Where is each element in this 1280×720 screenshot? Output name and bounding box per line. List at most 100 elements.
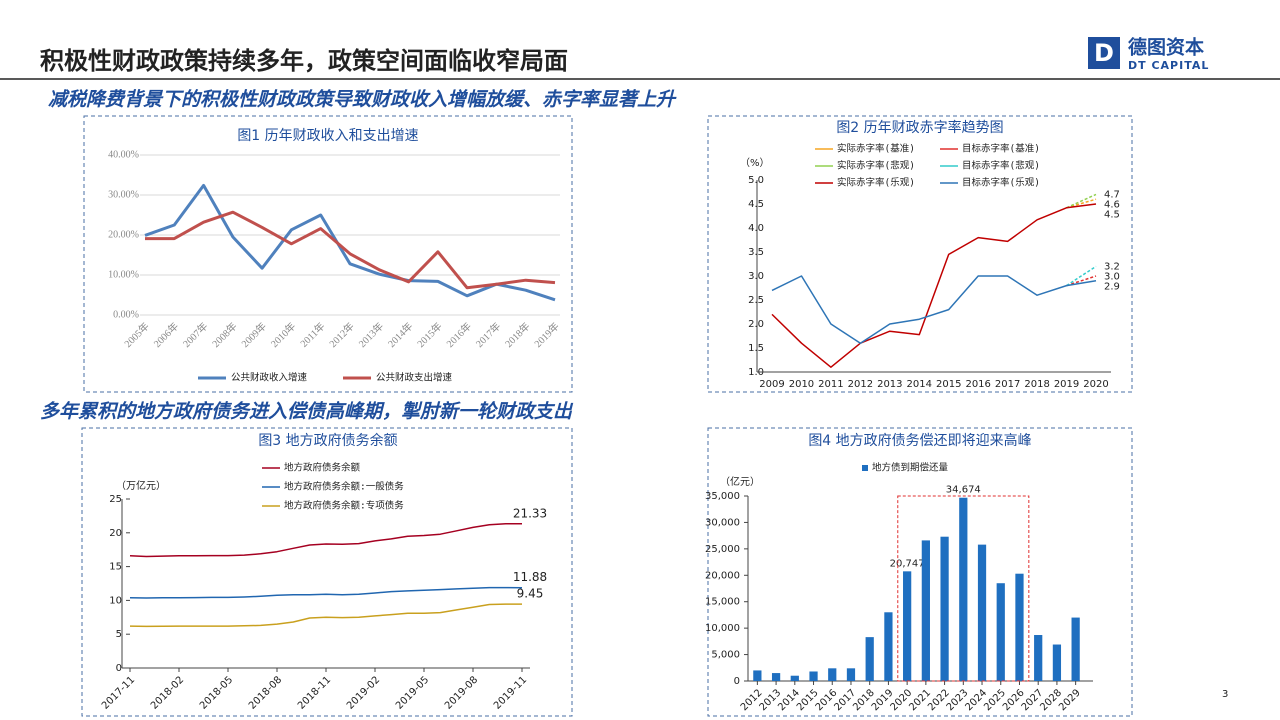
logo-en: DT CAPITAL (1128, 59, 1209, 72)
y-tick-label: 0 (116, 663, 122, 674)
x-tick-label: 2006年 (151, 320, 181, 350)
legend-label: 公共财政收入增速 (231, 372, 308, 384)
x-tick-label: 2015年 (414, 320, 444, 350)
chart-title: 图1 历年财政收入和支出增速 (237, 128, 418, 144)
y-tick-label: 30,000 (705, 517, 740, 528)
legend-label: 实际赤字率(基准) (837, 143, 915, 155)
y-tick-label: 20.00% (108, 229, 139, 240)
series-line (144, 183, 556, 302)
x-tick-label: 2012年 (326, 320, 356, 350)
data-label: 4.7 (1104, 189, 1120, 200)
y-tick-label: 20 (109, 528, 122, 539)
x-tick-label: 2019-05 (394, 674, 431, 711)
x-tick-label: 2016 (965, 379, 990, 390)
y-tick-label: 30.00% (108, 189, 139, 200)
subtitle: 多年累积的地方政府债务进入偿债高峰期，掣肘新一轮财政支出 (40, 401, 574, 423)
y-tick-label: 10 (109, 595, 122, 606)
y-tick-label: 0 (734, 676, 740, 687)
x-tick-label: 2019年 (531, 320, 561, 350)
x-tick-label: 2019 (1054, 379, 1079, 390)
x-tick-label: 2017年 (473, 320, 503, 350)
y-tick-label: 2.5 (748, 295, 764, 306)
y-tick-label: 20,000 (705, 570, 740, 581)
bar (884, 612, 893, 681)
x-tick-label: 2014年 (385, 320, 415, 350)
bar (846, 668, 856, 681)
y-axis-unit: （%） (740, 157, 770, 169)
y-tick-label: 3.5 (748, 247, 764, 258)
x-tick-label: 2018-05 (198, 674, 235, 711)
legend-label: 目标赤字率(基准) (962, 143, 1040, 155)
series-line (1066, 193, 1097, 209)
y-tick-label: 10,000 (705, 623, 740, 634)
bar (903, 571, 912, 681)
bar (1071, 617, 1080, 681)
x-tick-label: 2007年 (180, 320, 210, 350)
x-tick-label: 2018-08 (247, 674, 284, 711)
bar (771, 673, 781, 681)
legend-label: 地方政府债务余额 (284, 462, 361, 474)
x-tick-label: 2005年 (121, 320, 151, 350)
y-axis-unit: （万亿元） (116, 479, 166, 492)
x-tick-label: 2013 (877, 379, 902, 390)
x-tick-label: 2010 (789, 379, 814, 390)
x-tick-label: 2009 (759, 379, 784, 390)
y-tick-label: 25,000 (705, 544, 740, 555)
x-tick-label: 2020 (1083, 379, 1108, 390)
x-tick-label: 2009年 (238, 320, 268, 350)
logo-cn: 德图资本 (1128, 36, 1204, 59)
x-tick-label: 2018年 (502, 320, 532, 350)
data-label: 2.9 (1104, 281, 1120, 292)
chart-frame (83, 115, 573, 393)
data-label: 4.5 (1104, 209, 1120, 220)
x-tick-label: 2011 (818, 379, 843, 390)
y-tick-label: 3.0 (748, 271, 764, 282)
y-tick-label: 10.00% (108, 269, 139, 280)
series-line (1066, 265, 1097, 287)
legend-label: 实际赤字率(乐观) (837, 177, 915, 189)
bar (940, 536, 949, 681)
y-tick-label: 0.00% (113, 309, 139, 320)
x-tick-label: 2011年 (297, 320, 327, 350)
legend-label: 地方债到期偿还量 (872, 462, 949, 474)
legend-label: 目标赤字率(乐观) (962, 177, 1040, 189)
x-tick-label: 2017-11 (100, 674, 137, 711)
bar (790, 675, 799, 681)
x-tick-label: 2019-02 (345, 674, 382, 711)
subtitle: 减税降费背景下的积极性财政政策导致财政收入增幅放缓、赤字率显著上升 (48, 89, 677, 111)
x-tick-label: 2018-11 (296, 674, 333, 711)
x-tick-label: 2016年 (443, 320, 473, 350)
bar (959, 497, 968, 681)
y-tick-label: 4.5 (748, 199, 764, 210)
y-tick-label: 25 (109, 494, 122, 505)
legend-label: 地方政府债务余额:一般债务 (284, 481, 404, 493)
bar (1052, 644, 1062, 681)
bar (996, 583, 1005, 681)
legend-label: 目标赤字率(悲观) (962, 160, 1040, 172)
series-line (1066, 275, 1097, 287)
bar (865, 637, 874, 681)
y-tick-label: 15 (109, 562, 122, 573)
chart-title: 图3 地方政府债务余额 (258, 432, 397, 449)
highlight-box (897, 495, 1030, 682)
series-line (145, 210, 556, 290)
y-tick-label: 4.0 (748, 223, 764, 234)
bar (1034, 635, 1043, 681)
legend-swatch (862, 465, 868, 471)
x-tick-label: 2012 (848, 379, 873, 390)
data-label: 3.0 (1104, 271, 1120, 282)
y-tick-label: 2.0 (748, 319, 764, 330)
chart-frame (81, 427, 573, 717)
legend-label: 地方政府债务余额:专项债务 (284, 500, 404, 512)
series-line (771, 275, 1097, 344)
x-tick-label: 2010年 (268, 320, 298, 350)
x-tick-label: 2014 (907, 379, 932, 390)
data-label: 3.2 (1104, 261, 1120, 272)
x-tick-label: 2029 (1057, 687, 1083, 713)
data-label: 21.33 (513, 506, 547, 520)
legend-label: 实际赤字率(悲观) (837, 160, 915, 172)
x-tick-label: 2015 (936, 379, 961, 390)
bar (1015, 573, 1024, 681)
data-label: 34,674 (946, 485, 981, 496)
y-tick-label: 35,000 (705, 491, 740, 502)
